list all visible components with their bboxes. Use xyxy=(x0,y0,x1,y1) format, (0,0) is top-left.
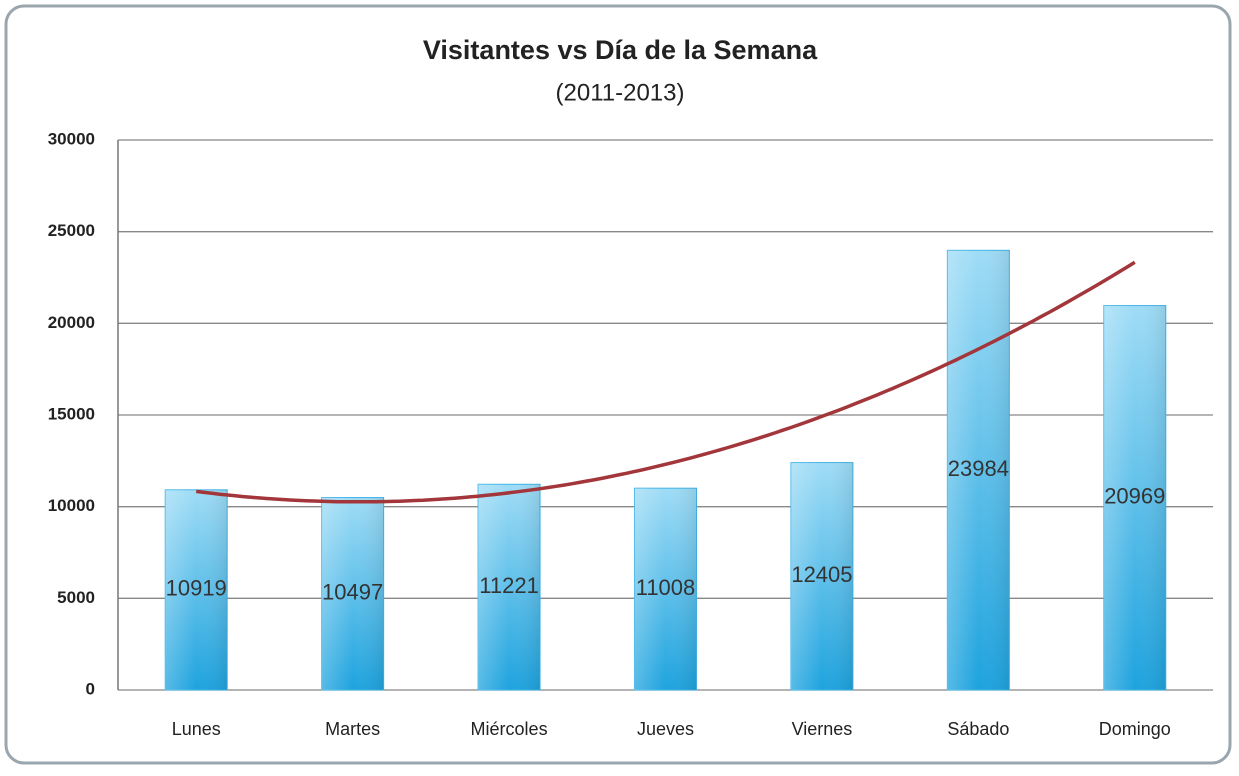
x-tick-label: Martes xyxy=(325,719,380,739)
chart-frame xyxy=(4,4,1232,765)
x-tick-label: Jueves xyxy=(637,719,694,739)
data-label: 23984 xyxy=(948,456,1009,481)
bar-highlight xyxy=(634,488,697,690)
bar-highlight xyxy=(478,484,541,690)
data-label: 11221 xyxy=(479,573,539,598)
y-tick-label: 15000 xyxy=(48,404,95,423)
y-tick-label: 0 xyxy=(86,679,95,698)
data-label: 12405 xyxy=(791,562,852,587)
data-label: 10497 xyxy=(322,580,383,605)
bar-highlight xyxy=(165,489,228,690)
y-tick-label: 25000 xyxy=(48,221,95,240)
y-tick-label: 20000 xyxy=(48,313,95,332)
chart-title: Visitantes vs Día de la Semana xyxy=(423,35,818,65)
y-tick-label: 10000 xyxy=(48,496,95,515)
bar-highlight xyxy=(947,250,1010,690)
bar-highlight xyxy=(321,497,384,690)
y-tick-label: 5000 xyxy=(57,588,95,607)
x-tick-label: Domingo xyxy=(1099,719,1171,739)
x-tick-label: Miércoles xyxy=(471,719,548,739)
chart-subtitle: (2011-2013) xyxy=(556,79,685,106)
x-tick-label: Viernes xyxy=(792,719,853,739)
data-label: 11008 xyxy=(636,575,696,600)
x-tick-label: Sábado xyxy=(947,719,1009,739)
data-label: 20969 xyxy=(1104,484,1165,509)
x-tick-label: Lunes xyxy=(172,719,221,739)
trend-line xyxy=(195,260,1136,504)
bar-highlight xyxy=(1103,305,1166,690)
data-label: 10919 xyxy=(166,576,227,601)
y-tick-label: 30000 xyxy=(48,129,95,148)
bar-highlight xyxy=(790,462,853,690)
